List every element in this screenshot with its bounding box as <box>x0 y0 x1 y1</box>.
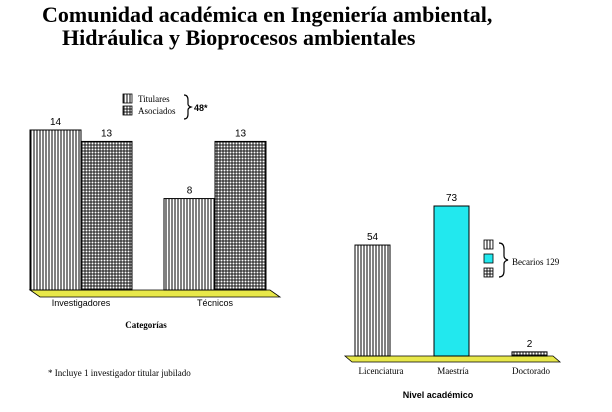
data-label-técnicos-asociados: 13 <box>235 128 247 139</box>
tick-label-investigadores: Investigadores <box>52 298 111 308</box>
bar-doctorado <box>511 351 548 357</box>
title-line-2: Hidráulica y Bioprocesos ambientales <box>62 25 416 50</box>
legend-label-asociados: Asociados <box>138 106 176 116</box>
legend-label-becarios: Becarios 129 <box>512 257 560 267</box>
bar-licenciatura <box>354 244 391 357</box>
legend-swatch-becarios-3 <box>483 267 494 278</box>
base-platform-categorias <box>28 289 282 298</box>
legend-brace-becarios-icon <box>498 242 509 278</box>
title-line-1: Comunidad académica en Ingeniería ambien… <box>42 2 493 27</box>
legend-swatch-becarios-2 <box>483 253 494 264</box>
footnote: * Incluye 1 investigador titular jubilad… <box>48 368 191 378</box>
data-label-técnicos-titulares: 8 <box>187 186 193 197</box>
bar-maestría <box>433 205 470 357</box>
x-axis-label-nivel: Nivel académico <box>403 390 474 400</box>
bar-técnicos-asociados <box>214 140 267 291</box>
legend-swatch-becarios-1 <box>483 239 494 250</box>
legend-total-label: 48* <box>194 103 208 113</box>
tick-label-maestría: Maestría <box>437 366 469 376</box>
x-axis-label-categorias: Categorías <box>125 320 167 330</box>
tick-label-licenciatura: Licenciatura <box>359 366 404 376</box>
legend-brace-icon <box>183 94 193 120</box>
data-label-doctorado: 2 <box>527 339 533 350</box>
bar-investigadores-titulares <box>29 129 82 291</box>
data-label-investigadores-asociados: 13 <box>101 128 113 139</box>
data-label-maestría: 73 <box>446 193 458 204</box>
data-label-investigadores-titulares: 14 <box>50 117 62 128</box>
base-platform-nivel <box>343 355 562 363</box>
legend-label-titulares: Titulares <box>138 94 170 104</box>
chart-categorias: 14 13 Investigadores 8 13 Técnicos Categorías T… <box>28 93 282 330</box>
chart-nivel-academico: 54 Licenciatura 73 Maestría 2 Doctorado Nivel … <box>343 193 562 400</box>
bar-técnicos-titulares <box>163 198 216 291</box>
data-label-licenciatura: 54 <box>367 232 379 243</box>
tick-label-doctorado: Doctorado <box>512 366 550 376</box>
legend-swatch-titulares <box>122 93 133 104</box>
tick-label-técnicos: Técnicos <box>197 298 234 308</box>
bar-investigadores-asociados <box>80 140 133 291</box>
legend-swatch-asociados <box>122 105 133 116</box>
